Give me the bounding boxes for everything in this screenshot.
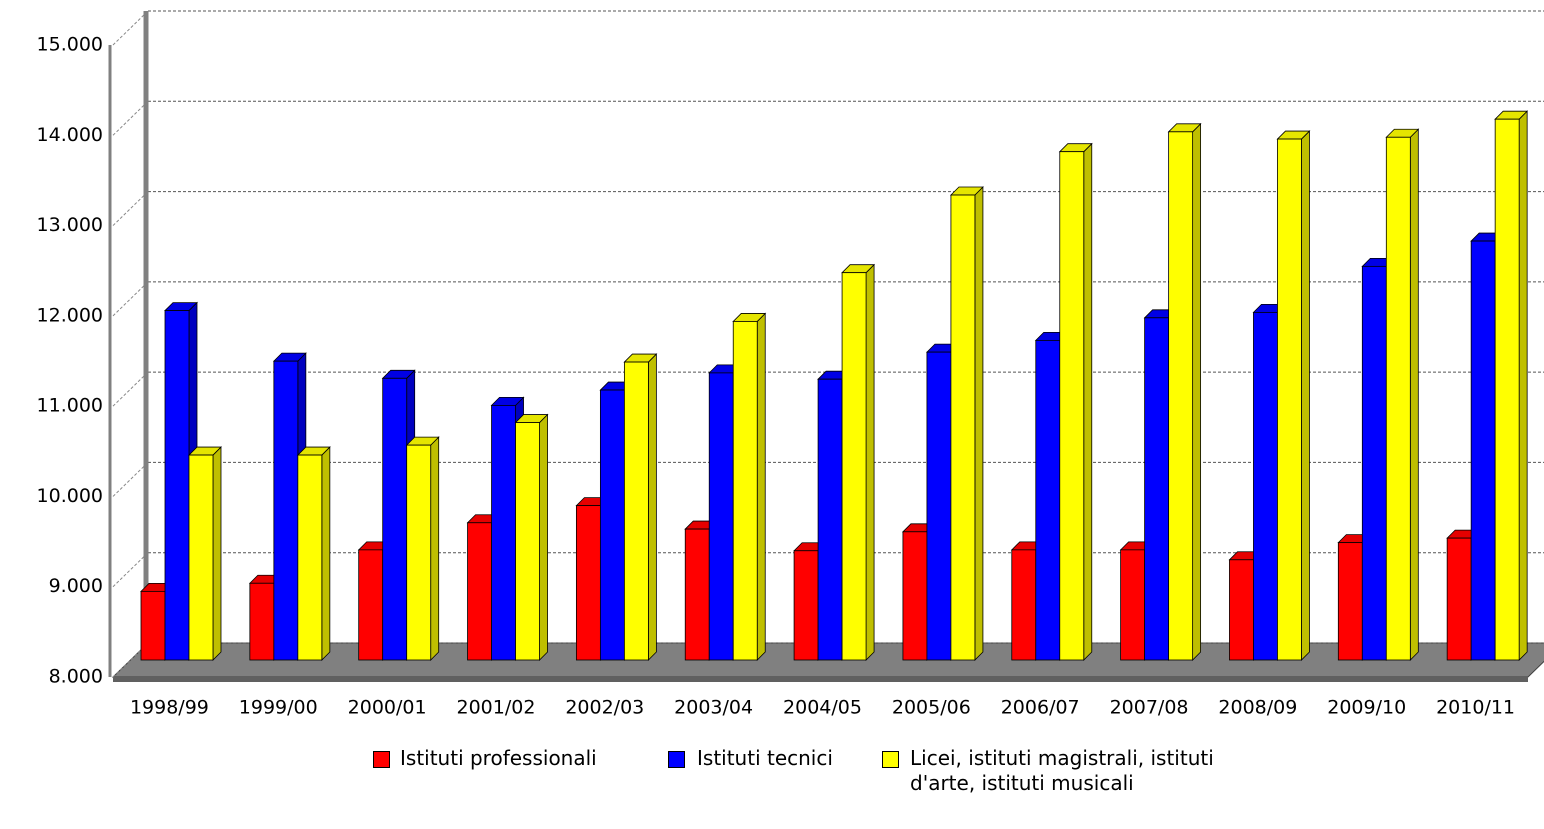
bar-side bbox=[865, 263, 875, 661]
bar bbox=[1470, 240, 1496, 661]
x-tick-label: 1998/99 bbox=[130, 697, 209, 719]
bar bbox=[708, 372, 734, 661]
grid-diagonal bbox=[112, 462, 149, 497]
x-tick-label: 2000/01 bbox=[348, 697, 427, 719]
x-tick-label: 2002/03 bbox=[565, 697, 644, 719]
bar bbox=[1059, 151, 1085, 661]
bar bbox=[273, 360, 299, 661]
x-tick-label: 2003/04 bbox=[674, 697, 753, 719]
x-tick-label: 2004/05 bbox=[783, 697, 862, 719]
bar bbox=[575, 505, 601, 661]
bar bbox=[950, 194, 976, 661]
floor-edge bbox=[113, 677, 1528, 682]
legend-label: Istituti tecnici bbox=[697, 746, 833, 770]
x-tick-label: 2010/11 bbox=[1436, 697, 1515, 719]
bar bbox=[902, 531, 928, 661]
bar-side bbox=[647, 353, 657, 661]
y-tick-label: 9.000 bbox=[49, 575, 103, 597]
bar bbox=[467, 522, 492, 661]
x-tick-label: 2005/06 bbox=[892, 697, 971, 719]
y-tick-label: 8.000 bbox=[49, 666, 103, 688]
x-tick-label: 2008/09 bbox=[1218, 697, 1297, 719]
bar-side bbox=[756, 312, 766, 661]
grid-diagonal bbox=[112, 191, 149, 226]
bar bbox=[1144, 317, 1170, 661]
bar bbox=[1277, 138, 1302, 661]
bar bbox=[1361, 265, 1387, 661]
x-tick-label: 2009/10 bbox=[1327, 697, 1406, 719]
y-tick-label: 11.000 bbox=[37, 395, 103, 417]
bar bbox=[358, 549, 384, 661]
bar bbox=[188, 454, 214, 661]
bar bbox=[1229, 559, 1254, 661]
y-tick-label: 10.000 bbox=[37, 485, 103, 507]
bar bbox=[1168, 131, 1194, 661]
y-tick-label: 15.000 bbox=[37, 34, 103, 56]
bar bbox=[140, 590, 166, 661]
bar bbox=[684, 528, 710, 661]
bar bbox=[1385, 136, 1411, 661]
bar bbox=[249, 582, 275, 661]
x-tick-label: 2006/07 bbox=[1001, 697, 1080, 719]
legend-swatch bbox=[668, 751, 685, 768]
bar bbox=[1035, 339, 1061, 661]
bar-side bbox=[1409, 128, 1419, 661]
bar-side bbox=[1518, 110, 1528, 661]
bar bbox=[623, 361, 649, 661]
grid-diagonal bbox=[112, 10, 149, 46]
bar bbox=[1446, 537, 1472, 661]
bar-side bbox=[1301, 130, 1310, 661]
bar bbox=[406, 444, 432, 661]
bar bbox=[926, 351, 952, 661]
bar-side bbox=[321, 446, 331, 661]
bar-side bbox=[212, 446, 222, 661]
bar bbox=[491, 404, 516, 661]
y-tick-label: 12.000 bbox=[37, 304, 103, 326]
y-tick-label: 14.000 bbox=[37, 124, 103, 146]
x-tick-label: 1999/00 bbox=[239, 697, 318, 719]
bar bbox=[1011, 549, 1037, 661]
grid-diagonal bbox=[112, 281, 149, 317]
bar bbox=[841, 272, 867, 661]
bar bbox=[1494, 118, 1520, 661]
bar-side bbox=[1083, 142, 1093, 661]
legend-swatch bbox=[882, 751, 899, 768]
legend-swatch bbox=[373, 751, 390, 768]
bar bbox=[164, 310, 190, 661]
bar-side bbox=[974, 186, 984, 661]
bar-side bbox=[1192, 122, 1202, 661]
x-tick-label: 2007/08 bbox=[1110, 697, 1189, 719]
bar bbox=[515, 422, 540, 661]
grid-diagonal bbox=[112, 371, 149, 407]
bar bbox=[599, 389, 625, 661]
legend-label: Istituti professionali bbox=[400, 746, 597, 770]
bar bbox=[1253, 311, 1278, 661]
bar bbox=[793, 550, 819, 661]
bar-side bbox=[430, 436, 440, 661]
bar bbox=[817, 378, 843, 661]
bar-side bbox=[539, 413, 548, 661]
legend-label: Licei, istituti magistrali, istituti d'a… bbox=[910, 746, 1214, 795]
bar bbox=[297, 454, 323, 661]
y-tick-label: 13.000 bbox=[37, 214, 103, 236]
bar bbox=[1337, 542, 1363, 661]
bar bbox=[382, 377, 408, 661]
grid-diagonal bbox=[112, 100, 149, 136]
bar bbox=[1120, 549, 1146, 661]
grid-diagonal bbox=[112, 552, 149, 588]
bar bbox=[732, 321, 758, 661]
x-tick-label: 2001/02 bbox=[456, 697, 535, 719]
